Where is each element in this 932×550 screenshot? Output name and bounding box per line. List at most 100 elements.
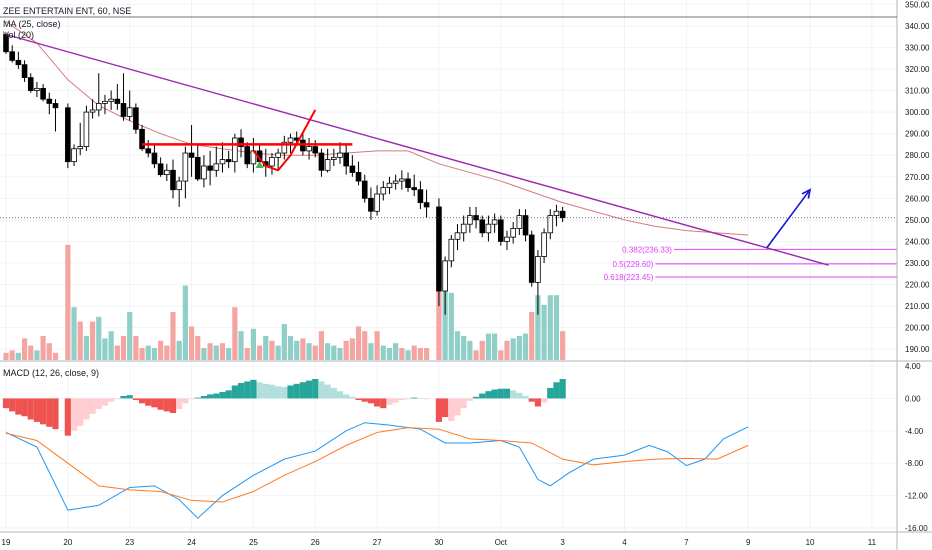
candle-body[interactable] xyxy=(485,223,492,234)
candle-body[interactable] xyxy=(83,111,90,147)
candle-body[interactable] xyxy=(164,169,170,176)
candle-body[interactable] xyxy=(65,107,71,163)
candle-body[interactable] xyxy=(504,236,510,242)
candle-body[interactable] xyxy=(331,156,337,160)
candle-body[interactable] xyxy=(182,152,189,182)
volume-bar xyxy=(454,331,461,360)
candle-body[interactable] xyxy=(21,64,28,79)
candle-body[interactable] xyxy=(553,210,560,216)
candle-body[interactable] xyxy=(232,137,238,163)
candle-body[interactable] xyxy=(528,234,535,283)
candle-body[interactable] xyxy=(219,159,226,165)
red-checkmark-drawing[interactable] xyxy=(252,109,317,172)
candle-body[interactable] xyxy=(133,107,139,130)
candle-body[interactable] xyxy=(238,137,244,147)
candle-body[interactable] xyxy=(275,152,281,158)
candle-body[interactable] xyxy=(27,77,34,91)
candle-body[interactable] xyxy=(541,232,547,257)
candle-body[interactable] xyxy=(436,206,442,292)
candle-body[interactable] xyxy=(34,87,40,91)
candle-body[interactable] xyxy=(40,87,46,100)
candle-body[interactable] xyxy=(355,172,362,182)
drawings[interactable]: 0.382(236.33) 0.5(229.60) 0.618(223.45) xyxy=(0,33,897,282)
volume-bar xyxy=(479,340,485,360)
candle-body[interactable] xyxy=(225,159,232,163)
candle-body[interactable] xyxy=(95,103,102,111)
ma-legend[interactable]: MA (25, close) xyxy=(3,19,61,29)
candle-body[interactable] xyxy=(473,215,479,221)
candle-body[interactable] xyxy=(442,260,448,292)
macd-legend[interactable]: MACD (12, 26, close, 9) xyxy=(3,368,100,378)
candle-body[interactable] xyxy=(287,137,294,143)
macd-histogram-bar xyxy=(52,398,59,430)
candle-body[interactable] xyxy=(380,187,387,195)
candle-body[interactable] xyxy=(392,180,399,184)
candle-body[interactable] xyxy=(89,109,96,113)
candle-body[interactable] xyxy=(126,107,133,117)
volume-bar xyxy=(96,316,102,360)
trendline[interactable] xyxy=(5,33,829,266)
candle-body[interactable] xyxy=(213,163,220,171)
candle-body[interactable] xyxy=(102,100,108,104)
candle-body[interactable] xyxy=(417,189,424,204)
macd-histogram-bar xyxy=(200,396,208,399)
candle-body[interactable] xyxy=(281,141,288,154)
candle-body[interactable] xyxy=(374,193,380,212)
candle-body[interactable] xyxy=(535,256,541,283)
candle-body[interactable] xyxy=(479,219,486,234)
candle-body[interactable] xyxy=(448,238,455,262)
candle-body[interactable] xyxy=(244,146,251,165)
candle-body[interactable] xyxy=(491,219,498,225)
candle-body[interactable] xyxy=(157,163,164,176)
candle-body[interactable] xyxy=(120,103,127,117)
candle-body[interactable] xyxy=(207,165,213,171)
candle-body[interactable] xyxy=(108,98,114,102)
candle-body[interactable] xyxy=(269,156,275,167)
candle-body[interactable] xyxy=(349,165,356,173)
candle-body[interactable] xyxy=(343,152,349,167)
volume-bar xyxy=(492,333,498,360)
candle-body[interactable] xyxy=(324,159,331,171)
candle-body[interactable] xyxy=(77,146,84,150)
blue-arrow-head[interactable] xyxy=(801,188,812,199)
candle-body[interactable] xyxy=(15,59,22,66)
symbol-legend[interactable]: ZEE ENTERTAIN ENT, 60, NSE xyxy=(3,6,132,16)
candle-body[interactable] xyxy=(559,210,566,219)
candle-body[interactable] xyxy=(170,169,176,191)
candle-body[interactable] xyxy=(423,202,430,208)
candle-body[interactable] xyxy=(399,178,405,182)
candle-body[interactable] xyxy=(188,152,195,158)
candle-body[interactable] xyxy=(337,152,343,158)
candle-body[interactable] xyxy=(139,128,145,150)
candle-body[interactable] xyxy=(497,219,504,242)
candle-body[interactable] xyxy=(201,165,207,180)
candle-body[interactable] xyxy=(151,152,158,165)
candle-body[interactable] xyxy=(114,98,121,104)
candle-body[interactable] xyxy=(71,148,77,163)
candle-body[interactable] xyxy=(361,180,368,199)
candle-body[interactable] xyxy=(460,223,467,234)
candle-body[interactable] xyxy=(52,103,59,109)
candle-body[interactable] xyxy=(467,215,473,225)
candle-body[interactable] xyxy=(411,187,418,191)
blue-arrow-shaft[interactable] xyxy=(766,189,811,249)
candle-body[interactable] xyxy=(405,178,411,188)
candle-body[interactable] xyxy=(510,228,516,238)
candle-body[interactable] xyxy=(46,98,53,104)
candle-body[interactable] xyxy=(194,156,201,180)
candle-body[interactable] xyxy=(368,197,374,212)
candle-body[interactable] xyxy=(454,232,461,240)
candle-body[interactable] xyxy=(516,215,523,229)
candle-body[interactable] xyxy=(145,148,152,154)
candle-body[interactable] xyxy=(176,180,182,191)
candle-body[interactable] xyxy=(9,51,15,61)
candle-body[interactable] xyxy=(547,215,554,234)
candle-body[interactable] xyxy=(522,215,529,236)
candle-body[interactable] xyxy=(312,146,319,154)
candle-body[interactable] xyxy=(318,152,325,171)
candle-body[interactable] xyxy=(306,146,312,152)
volume-legend[interactable]: Vol (20) xyxy=(3,30,35,40)
candle-body[interactable] xyxy=(386,182,393,188)
